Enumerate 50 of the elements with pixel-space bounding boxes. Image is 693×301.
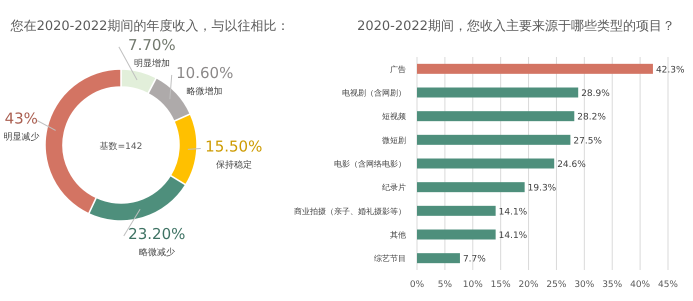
data-label: 28.2% — [577, 112, 606, 123]
data-label: 14.1% — [498, 207, 528, 218]
x-tick-label: 10% — [462, 280, 484, 290]
y-tick-label: 电影（含网络电影） — [334, 160, 406, 168]
text: 基数=142 — [100, 141, 142, 152]
data-label: 7.7% — [462, 254, 486, 265]
x-tick-label: 25% — [546, 280, 567, 290]
bar — [417, 88, 578, 98]
y-tick-label: 综艺节目 — [374, 254, 406, 264]
data-label: 28.9% — [581, 89, 610, 99]
data-label: 23.20% — [128, 224, 186, 243]
slice-label: 略微增加 — [186, 86, 223, 97]
bar — [417, 253, 460, 264]
data-label: 24.6% — [557, 160, 586, 170]
y-tick-label: 其他 — [390, 230, 406, 240]
data-label: 42.3% — [656, 65, 685, 76]
x-tick-label: 35% — [602, 280, 623, 290]
x-tick-label: 20% — [518, 280, 539, 290]
x-tick-label: 45% — [658, 280, 678, 290]
data-label: 10.60% — [176, 64, 234, 82]
bar — [417, 206, 496, 216]
y-tick-label: 广告 — [390, 64, 406, 74]
slice-label: 明显减少 — [3, 132, 40, 143]
x-tick-label: 40% — [630, 280, 651, 290]
bar — [417, 111, 574, 122]
bar — [417, 158, 554, 168]
data-label: 19.3% — [528, 184, 557, 194]
y-tick-label: 纪录片 — [382, 183, 406, 192]
y-tick-label: 商业拍摄（亲子、婚礼摄影等） — [294, 206, 406, 216]
y-tick-label: 短视频 — [382, 112, 406, 122]
data-label: 15.50% — [205, 137, 262, 156]
data-label: 7.70% — [128, 36, 176, 54]
x-tick-label: 0% — [410, 280, 425, 290]
bar — [417, 182, 525, 192]
x-tick-label: 30% — [574, 280, 595, 290]
data-label: 43% — [4, 110, 38, 128]
bar — [417, 64, 653, 74]
data-label: 14.1% — [498, 231, 528, 241]
bar — [417, 230, 496, 240]
y-tick-label: 微短剧 — [382, 136, 406, 145]
bar — [417, 134, 570, 145]
chart-title: 2020-2022期间，您收入主要来源于哪些类型的项目？ — [357, 18, 675, 34]
data-label: 27.5% — [573, 136, 602, 146]
slice-label: 明显增加 — [134, 58, 170, 69]
slice-label: 保持稳定 — [216, 159, 252, 170]
slice-label: 略微减少 — [138, 246, 175, 258]
x-tick-label: 5% — [438, 280, 452, 290]
x-tick-label: 15% — [490, 280, 512, 290]
chart-title: 您在2020-2022期间的年度收入，与以往相比： — [10, 18, 290, 34]
y-tick-label: 电视剧（含网剧） — [342, 88, 406, 98]
